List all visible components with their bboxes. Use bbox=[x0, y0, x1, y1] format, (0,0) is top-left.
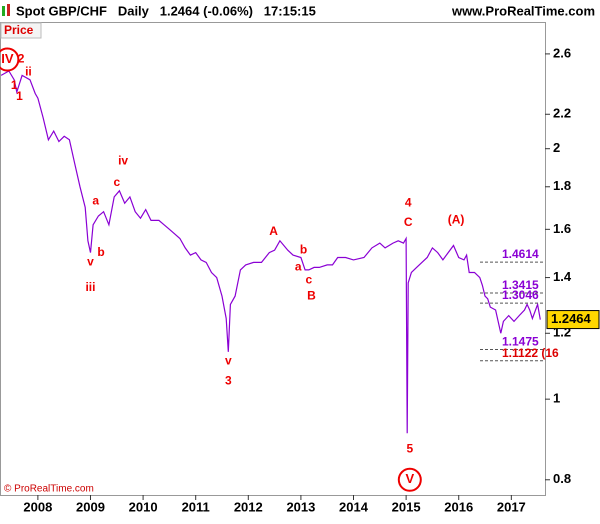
wave-label: iv bbox=[118, 154, 128, 168]
last-price-label: 1.2464 bbox=[551, 311, 592, 326]
level-label: 1.4614 bbox=[502, 247, 539, 261]
y-tick-label: 1.4 bbox=[553, 269, 572, 284]
wave-label: b bbox=[300, 242, 307, 256]
panel-label-box bbox=[0, 22, 42, 39]
icon bbox=[7, 4, 10, 16]
x-tick-label: 2014 bbox=[339, 499, 369, 514]
wave-label: a bbox=[295, 260, 302, 274]
x-tick-label: 2015 bbox=[392, 499, 421, 514]
wave-label: A bbox=[269, 224, 278, 238]
wave-label: 2 bbox=[18, 52, 25, 66]
wave-label: b bbox=[97, 245, 104, 259]
x-tick-label: 2008 bbox=[23, 499, 52, 514]
panel-label: Price bbox=[4, 23, 34, 37]
y-tick-label: 1.8 bbox=[553, 178, 571, 193]
x-tick-label: 2017 bbox=[497, 499, 526, 514]
icon bbox=[2, 6, 5, 16]
price-line bbox=[0, 70, 541, 434]
x-tick-label: 2010 bbox=[129, 499, 158, 514]
wave-label: 3 bbox=[225, 374, 232, 388]
y-tick-label: 2.2 bbox=[553, 106, 571, 121]
wave-label: B bbox=[307, 288, 316, 302]
header-title: Spot GBP/CHF Daily 1.2464 (-0.06%) 17:15… bbox=[16, 3, 316, 18]
x-tick-label: 2011 bbox=[182, 499, 210, 514]
wave-label: 5 bbox=[406, 442, 413, 456]
y-tick-label: 1.6 bbox=[553, 221, 571, 236]
wave-circle bbox=[0, 47, 20, 72]
level-label: 1.3415 bbox=[502, 278, 539, 292]
wave-label: c bbox=[305, 272, 312, 286]
y-tick-label: 2 bbox=[553, 140, 560, 155]
y-tick-label: 2.6 bbox=[553, 45, 571, 60]
wave-label: IV bbox=[1, 51, 14, 66]
wave-label: (A) bbox=[448, 213, 465, 227]
wave-label: 1 bbox=[11, 78, 18, 92]
x-tick-label: 2016 bbox=[444, 499, 473, 514]
wave-label: V bbox=[405, 471, 414, 486]
wave-label: C bbox=[404, 215, 413, 229]
x-tick-label: 2013 bbox=[286, 499, 315, 514]
copyright: © ProRealTime.com bbox=[4, 484, 94, 495]
plot-frame bbox=[0, 22, 546, 496]
y-tick-label: 1 bbox=[553, 391, 560, 406]
wave-label: iii bbox=[85, 280, 95, 294]
level-label: 1.1475 bbox=[502, 335, 539, 349]
x-tick-label: 2012 bbox=[234, 499, 263, 514]
wave-label: ii bbox=[25, 65, 32, 79]
level-label: 1.1122 (16 bbox=[502, 346, 559, 360]
header-site: www.ProRealTime.com bbox=[451, 3, 595, 18]
last-price-box bbox=[546, 310, 600, 330]
wave-circle bbox=[397, 467, 422, 492]
wave-label: 1 bbox=[16, 89, 23, 103]
wave-label: c bbox=[113, 175, 120, 189]
wave-label: v bbox=[87, 255, 94, 269]
x-tick-label: 2009 bbox=[76, 499, 105, 514]
y-tick-label: 0.8 bbox=[553, 471, 571, 486]
level-label: 1.3046 bbox=[502, 288, 539, 302]
wave-label: a bbox=[92, 193, 99, 207]
wave-label: 4 bbox=[405, 195, 412, 209]
wave-label: v bbox=[225, 354, 232, 368]
